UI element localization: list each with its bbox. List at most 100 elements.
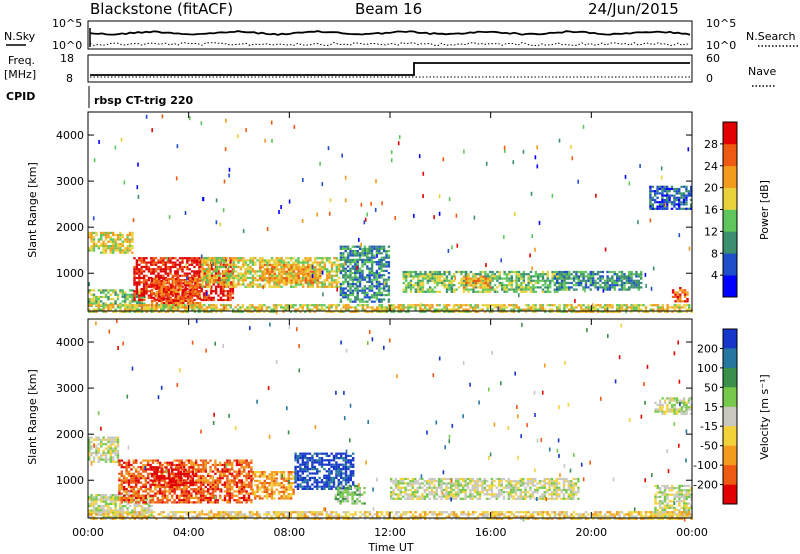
heatmap-cell	[139, 499, 143, 502]
heatmap-cell	[150, 284, 154, 287]
heatmap-cell	[177, 282, 180, 285]
heatmap-cell	[416, 304, 420, 307]
heatmap-cell	[330, 283, 334, 286]
heatmap-cell	[166, 499, 169, 502]
heatmap-cell	[205, 283, 208, 286]
heatmap-cell	[187, 501, 191, 504]
heatmap-cell	[368, 278, 371, 281]
power-cells	[88, 114, 693, 315]
heatmap-cell	[414, 308, 417, 311]
heatmap-cell	[216, 488, 219, 491]
heatmap-cell	[147, 294, 151, 297]
heatmap-cell	[114, 507, 117, 510]
heatmap-cell	[104, 443, 108, 446]
heatmap-cell	[232, 283, 235, 286]
heatmap-cell	[338, 265, 341, 269]
heatmap-cell	[191, 291, 195, 294]
heatmap-cell	[120, 499, 123, 502]
heatmap-cell	[679, 289, 682, 292]
heatmap-cell	[119, 291, 122, 294]
heatmap-cell	[104, 494, 108, 497]
heatmap-cell	[97, 511, 100, 514]
heatmap-cell	[321, 182, 324, 187]
heatmap-cell	[178, 265, 182, 269]
heatmap-cell	[137, 492, 140, 495]
heatmap-cell	[268, 272, 272, 275]
heatmap-cell	[447, 248, 450, 253]
heatmap-cell	[161, 485, 164, 489]
heatmap-cell	[361, 276, 364, 279]
heatmap-cell	[133, 306, 136, 309]
heatmap-cell	[263, 268, 267, 271]
heatmap-cell	[358, 298, 362, 301]
heatmap-cell	[123, 481, 126, 484]
heatmap-cell	[620, 286, 624, 289]
heatmap-cell	[342, 280, 345, 283]
heatmap-cell	[158, 295, 161, 298]
heatmap-cell	[92, 458, 96, 461]
heatmap-cell	[199, 490, 203, 493]
heatmap-cell	[237, 281, 240, 284]
heatmap-cell	[404, 310, 408, 313]
heatmap-cell	[155, 277, 159, 280]
heatmap-cell	[314, 257, 317, 260]
heatmap-cell	[587, 286, 590, 289]
heatmap-cell	[417, 290, 420, 293]
heatmap-cell	[368, 261, 371, 264]
heatmap-cell	[465, 270, 468, 274]
heatmap-cell	[190, 257, 194, 260]
heatmap-cell	[344, 269, 347, 272]
heatmap-cell	[606, 310, 609, 313]
heatmap-cell	[116, 293, 120, 296]
heatmap-cell	[145, 114, 148, 119]
heatmap-cell	[127, 485, 131, 489]
heatmap-cell	[165, 293, 168, 296]
heatmap-cell	[304, 257, 307, 260]
velocity-cells	[88, 319, 693, 522]
heatmap-cell	[656, 306, 660, 309]
heatmap-cell	[226, 290, 230, 293]
heatmap-cell	[637, 304, 640, 307]
heatmap-cell	[311, 264, 314, 269]
heatmap-cell	[685, 304, 688, 307]
heatmap-cell	[387, 294, 391, 297]
heatmap-cell	[193, 272, 196, 275]
heatmap-cell	[476, 304, 480, 307]
heatmap-cell	[344, 258, 347, 261]
heatmap-cell	[153, 297, 156, 300]
heatmap-cell	[234, 259, 238, 262]
heatmap-cell	[186, 306, 189, 309]
heatmap-cell	[124, 308, 127, 311]
heatmap-cell	[405, 284, 408, 287]
heatmap-cell	[620, 308, 624, 311]
heatmap-cell	[349, 250, 352, 253]
heatmap-cell	[126, 310, 129, 313]
heatmap-cell	[133, 274, 136, 277]
heatmap-cell	[299, 276, 302, 280]
heatmap-cell	[584, 284, 588, 287]
heatmap-cell	[107, 505, 110, 508]
heatmap-cell	[191, 299, 195, 302]
heatmap-cell	[282, 268, 286, 271]
heatmap-cell	[532, 275, 535, 278]
heatmap-cell	[370, 287, 374, 290]
heatmap-cell	[319, 161, 321, 166]
heatmap-cell	[514, 212, 516, 217]
heatmap-cell	[104, 458, 108, 461]
heatmap-cell	[565, 304, 568, 307]
heatmap-cell	[556, 275, 559, 278]
heatmap-cell	[116, 236, 120, 239]
heatmap-cell	[186, 272, 189, 275]
heatmap-cell	[277, 304, 280, 307]
heatmap-cell	[246, 270, 250, 273]
heatmap-cell	[199, 501, 203, 504]
heatmap-cell	[246, 283, 250, 286]
heatmap-cell	[116, 298, 120, 301]
heatmap-cell	[119, 302, 122, 305]
heatmap-cell	[457, 310, 460, 313]
heatmap-cell	[474, 286, 477, 289]
heatmap-cell	[380, 276, 383, 279]
heatmap-cell	[208, 306, 211, 309]
heatmap-cell	[635, 304, 638, 307]
heatmap-cell	[223, 496, 227, 500]
